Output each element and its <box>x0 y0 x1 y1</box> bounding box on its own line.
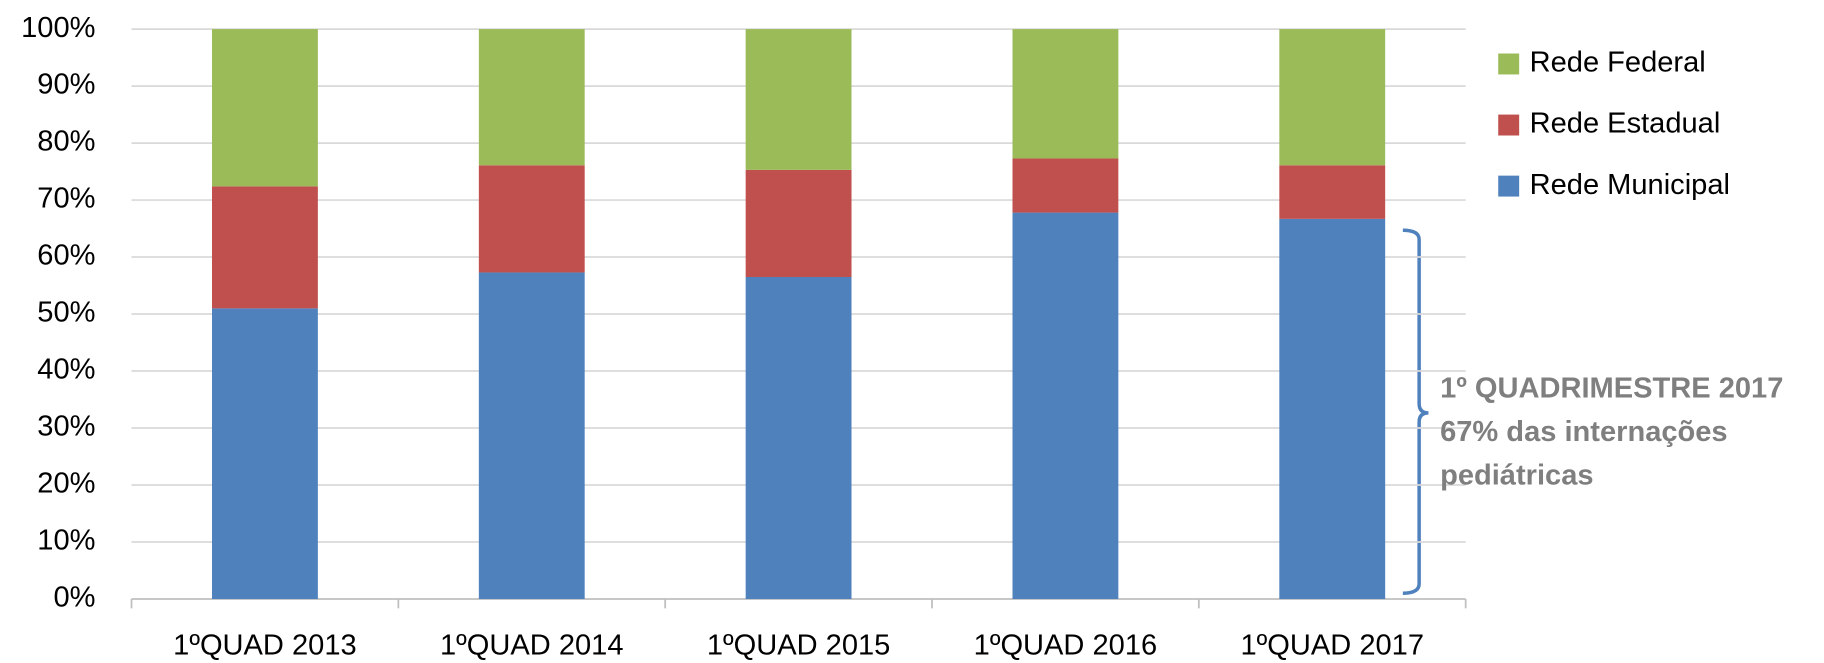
x-tick-label: 1ºQUAD 2014 <box>440 629 623 661</box>
y-tick-label: 50% <box>37 297 95 329</box>
y-tick-label: 80% <box>37 126 95 158</box>
bar-segment <box>212 308 318 600</box>
bar-segment <box>212 186 318 309</box>
x-tick-label: 1ºQUAD 2015 <box>707 629 890 661</box>
legend-label: Rede Municipal <box>1530 169 1730 201</box>
bar-segment <box>478 29 585 166</box>
bar-segment <box>745 29 852 170</box>
y-tick-label: 60% <box>37 240 95 272</box>
bar-segment <box>1012 29 1119 159</box>
bar-segment <box>1279 29 1386 166</box>
bar-segment <box>212 29 318 187</box>
annotation: pediátricas <box>1440 460 1593 492</box>
legend-swatch <box>1498 53 1520 75</box>
annotation: 67% das internações <box>1440 416 1728 448</box>
bar-segment <box>1279 165 1386 219</box>
y-tick-label: 40% <box>37 354 95 386</box>
bar-segment <box>478 272 585 600</box>
annotation: 1º QUADRIMESTRE 2017 <box>1440 372 1783 404</box>
annotation-bracket <box>1402 228 1429 595</box>
y-tick-label: 10% <box>37 525 95 557</box>
y-tick-label: 30% <box>37 411 95 443</box>
bar-segment <box>1279 218 1386 600</box>
bar-segment <box>745 277 852 600</box>
bar-segment <box>478 165 585 273</box>
x-tick-label: 1ºQUAD 2016 <box>974 629 1157 661</box>
legend-swatch <box>1498 175 1520 197</box>
x-tick-label: 1ºQUAD 2013 <box>173 629 356 661</box>
y-tick-label: 90% <box>37 69 95 101</box>
y-tick-label: 70% <box>37 183 95 215</box>
x-tick-label: 1ºQUAD 2017 <box>1241 629 1424 661</box>
y-tick-label: 100% <box>21 12 95 44</box>
y-tick-label: 20% <box>37 468 95 500</box>
bar-segment <box>1012 158 1119 213</box>
legend-swatch <box>1498 114 1520 136</box>
legend-label: Rede Federal <box>1530 47 1706 79</box>
y-tick-label: 0% <box>53 582 95 614</box>
bar-segment <box>1012 212 1119 600</box>
bar-segment <box>745 169 852 278</box>
legend-label: Rede Estadual <box>1530 108 1721 140</box>
